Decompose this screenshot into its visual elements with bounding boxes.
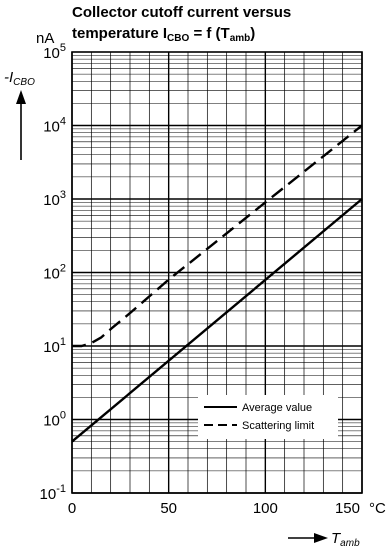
y-tick-label: 101 <box>43 336 66 356</box>
legend-label-average: Average value <box>242 402 312 414</box>
x-tick-label: 50 <box>160 500 177 517</box>
y-axis-label: -ICBO <box>4 69 35 88</box>
y-tick-labels: 10-1 100 101 102 103 104 105 <box>40 42 66 503</box>
y-tick-label: 100 <box>43 410 66 430</box>
x-axis-unit: °C <box>369 500 386 517</box>
y-axis-arrow-head <box>16 90 26 104</box>
plot-frame <box>71 51 363 494</box>
x-tick-label: 150 <box>335 500 360 517</box>
legend-label-scattering: Scattering limit <box>242 420 314 432</box>
y-tick-label: 104 <box>43 116 66 136</box>
y-tick-label: 105 <box>43 42 66 62</box>
x-tick-label: 0 <box>68 500 76 517</box>
series-average-value <box>71 198 363 443</box>
x-axis-label: Tamb <box>331 530 360 549</box>
y-tick-label: 103 <box>43 189 66 209</box>
legend: Average value Scattering limit <box>198 395 338 439</box>
x-tick-labels: 0 50 100 150 <box>68 500 360 517</box>
chart-title-line2: temperature ICBO = f (Tamb) <box>72 25 255 44</box>
y-tick-label: 10-1 <box>40 483 66 503</box>
series-scattering-limit <box>72 124 363 348</box>
x-tick-label: 100 <box>253 500 278 517</box>
x-axis-arrow-head <box>314 533 328 543</box>
legend-box <box>198 395 338 439</box>
chart-title-line1: Collector cutoff current versus <box>72 4 291 21</box>
series-group <box>71 124 363 443</box>
y-tick-label: 102 <box>43 263 66 283</box>
y-axis-unit: nA <box>36 30 54 47</box>
